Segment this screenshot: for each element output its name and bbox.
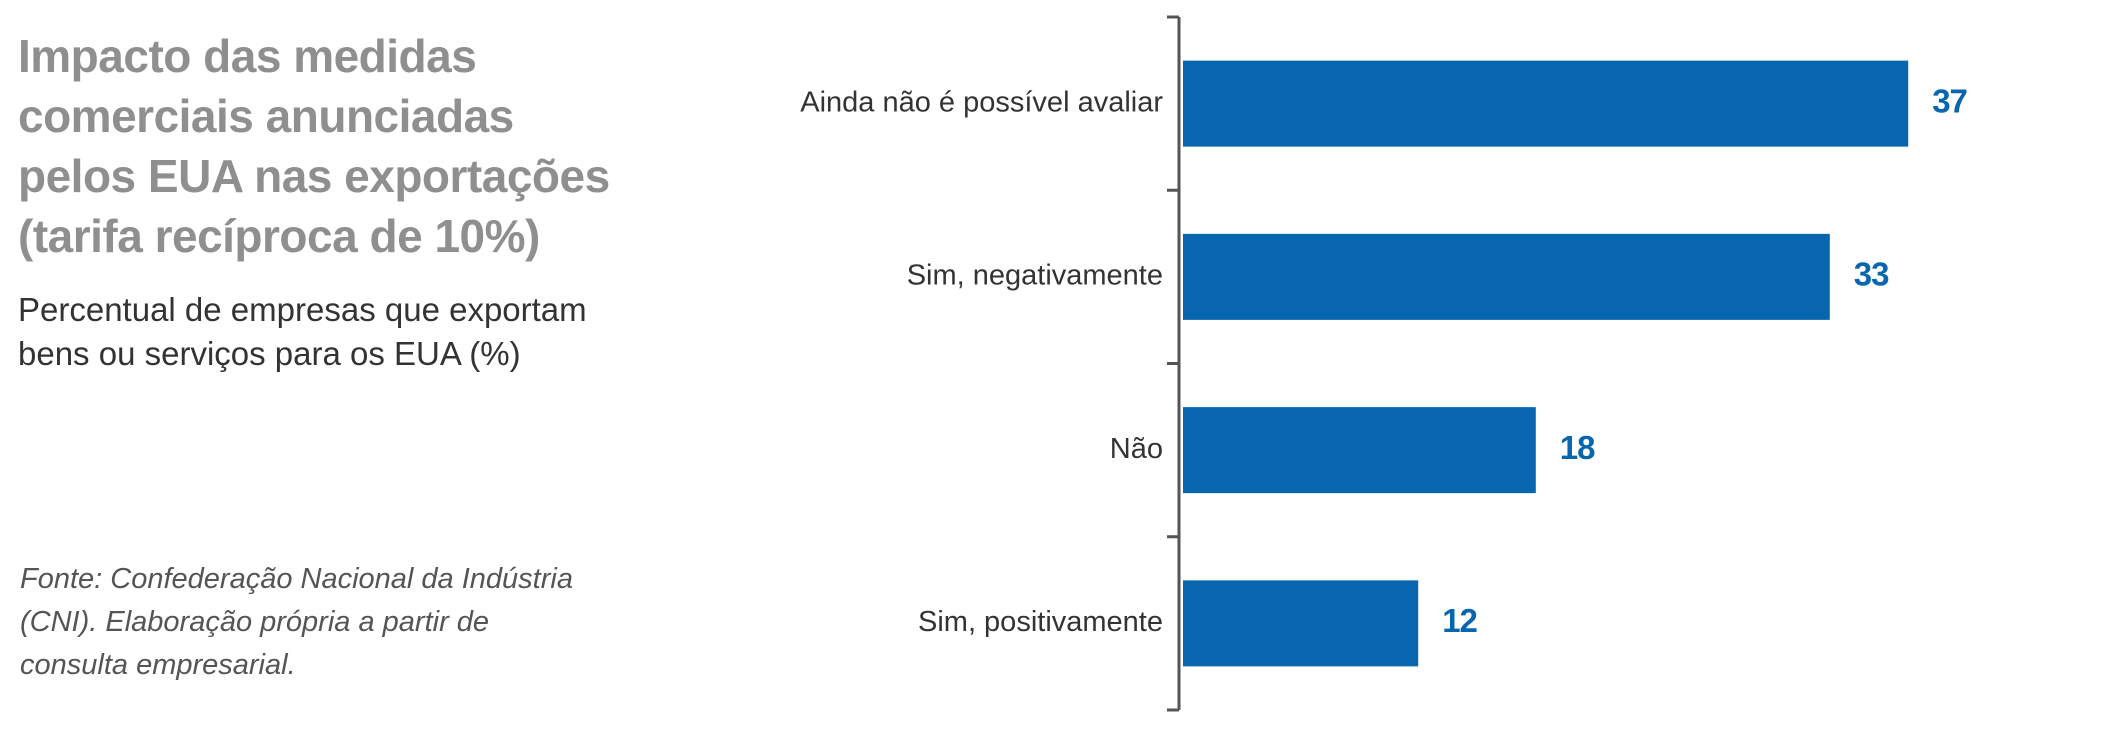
chart-subtitle: Percentual de empresas que exportam bens…	[18, 288, 618, 376]
category-label: Sim, positivamente	[918, 606, 1163, 638]
bar	[1183, 60, 1909, 147]
chart-title-line: Impacto das medidas	[18, 30, 477, 82]
chart-source-line: consulta empresarial.	[20, 649, 296, 681]
chart-title: Impacto das medidas comerciais anunciada…	[18, 26, 618, 266]
bar	[1183, 407, 1536, 494]
data-label: 12	[1442, 602, 1477, 639]
data-label: 18	[1560, 429, 1595, 466]
chart-subtitle-line: Percentual de empresas que exportam	[18, 291, 587, 328]
category-label: Sim, negativamente	[907, 260, 1163, 292]
chart-source-line: (CNI). Elaboração própria a partir de	[20, 606, 490, 638]
chart-source-note: Fonte: Confederação Nacional da Indústri…	[20, 558, 580, 687]
chart-header: Impacto das medidas comerciais anunciada…	[18, 26, 618, 376]
category-label: Não	[1110, 433, 1163, 465]
bar	[1183, 233, 1830, 320]
chart-title-line: (tarifa recíproca de 10%)	[18, 210, 540, 262]
chart-title-line: pelos EUA nas exportações	[18, 150, 610, 202]
chart-source-line: Fonte: Confederação Nacional da Indústri…	[20, 563, 573, 595]
chart-subtitle-line: bens ou serviços para os EUA (%)	[18, 335, 521, 372]
data-label: 37	[1932, 82, 1967, 119]
category-label: Ainda não é possível avaliar	[800, 86, 1163, 118]
bar	[1183, 580, 1419, 667]
data-label: 33	[1854, 256, 1889, 293]
chart-title-line: comerciais anunciadas	[18, 90, 514, 142]
